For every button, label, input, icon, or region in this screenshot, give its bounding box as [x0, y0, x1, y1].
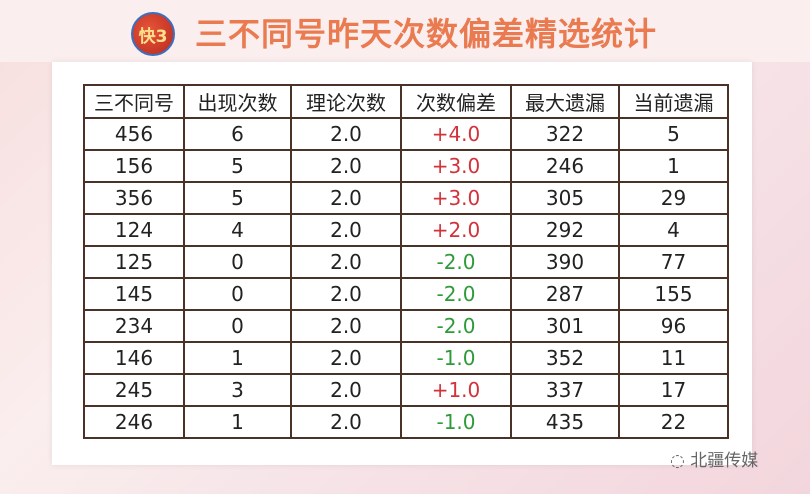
watermark: ◌ 北疆传媒 [670, 446, 758, 471]
table-cell: +4.0 [400, 117, 512, 151]
table-cell: 29 [618, 181, 729, 215]
table-row: 245 3 2.0 +1.0 337 17 [83, 373, 729, 407]
page-title: 三不同号昨天次数偏差精选统计 [195, 15, 658, 53]
table-row: 246 1 2.0 -1.0 435 22 [83, 405, 729, 439]
table-cell: -2.0 [400, 277, 512, 311]
table-cell: 2.0 [290, 213, 402, 247]
column-header: 理论次数 [290, 84, 402, 119]
table-cell: 5 [183, 181, 292, 215]
table-cell: 305 [510, 181, 620, 215]
table-cell: 287 [510, 277, 620, 311]
table-cell: 2.0 [290, 245, 402, 279]
table-cell: 356 [83, 181, 185, 215]
table-cell: 146 [83, 341, 185, 375]
column-header: 次数偏差 [400, 84, 512, 119]
table-cell: 246 [510, 149, 620, 183]
stats-table: 三不同号 出现次数 理论次数 次数偏差 最大遗漏 当前遗漏 456 6 2.0 +4.0 322 5… [83, 84, 729, 439]
table-cell: 1 [183, 405, 292, 439]
table-cell: 352 [510, 341, 620, 375]
table-row: 124 4 2.0 +2.0 292 4 [83, 213, 729, 247]
table-cell: -2.0 [400, 245, 512, 279]
table-cell: 4 [618, 213, 729, 247]
table-cell: +3.0 [400, 149, 512, 183]
table-cell: 1 [183, 341, 292, 375]
table-cell: 2.0 [290, 117, 402, 151]
column-header: 三不同号 [83, 84, 185, 119]
table-cell: 125 [83, 245, 185, 279]
table-cell: 337 [510, 373, 620, 407]
table-row: 356 5 2.0 +3.0 305 29 [83, 181, 729, 215]
table-cell: 322 [510, 117, 620, 151]
table-cell: -2.0 [400, 309, 512, 343]
table-cell: 6 [183, 117, 292, 151]
table-row: 456 6 2.0 +4.0 322 5 [83, 117, 729, 151]
table-cell: 246 [83, 405, 185, 439]
logo-icon: 快3 [131, 12, 175, 56]
header-row: 三不同号 出现次数 理论次数 次数偏差 最大遗漏 当前遗漏 [83, 84, 729, 119]
table-cell: 234 [83, 309, 185, 343]
table-cell: -1.0 [400, 341, 512, 375]
wechat-icon: ◌ [670, 451, 691, 471]
table-cell: 292 [510, 213, 620, 247]
table-cell: 124 [83, 213, 185, 247]
table-cell: 1 [618, 149, 729, 183]
table-cell: 2.0 [290, 309, 402, 343]
table-cell: 390 [510, 245, 620, 279]
table-cell: +3.0 [400, 181, 512, 215]
table-cell: 2.0 [290, 373, 402, 407]
table-cell: +2.0 [400, 213, 512, 247]
table-cell: 5 [618, 117, 729, 151]
table-cell: 435 [510, 405, 620, 439]
table-cell: 456 [83, 117, 185, 151]
table-cell: -1.0 [400, 405, 512, 439]
table-row: 156 5 2.0 +3.0 246 1 [83, 149, 729, 183]
table-cell: 11 [618, 341, 729, 375]
table-cell: +1.0 [400, 373, 512, 407]
table-cell: 0 [183, 245, 292, 279]
table-cell: 0 [183, 277, 292, 311]
table-cell: 4 [183, 213, 292, 247]
table-cell: 155 [618, 277, 729, 311]
column-header: 出现次数 [183, 84, 292, 119]
table-cell: 156 [83, 149, 185, 183]
table-row: 234 0 2.0 -2.0 301 96 [83, 309, 729, 343]
table-cell: 2.0 [290, 341, 402, 375]
table-cell: 2.0 [290, 181, 402, 215]
table-cell: 96 [618, 309, 729, 343]
watermark-text: 北疆传媒 [690, 451, 759, 471]
table-cell: 0 [183, 309, 292, 343]
table-cell: 17 [618, 373, 729, 407]
table-cell: 5 [183, 149, 292, 183]
column-header: 最大遗漏 [510, 84, 620, 119]
table-row: 125 0 2.0 -2.0 390 77 [83, 245, 729, 279]
table-cell: 2.0 [290, 405, 402, 439]
table-row: 146 1 2.0 -1.0 352 11 [83, 341, 729, 375]
table-cell: 2.0 [290, 277, 402, 311]
table-cell: 145 [83, 277, 185, 311]
table-cell: 3 [183, 373, 292, 407]
column-header: 当前遗漏 [618, 84, 729, 119]
logo-text: 快3 [138, 26, 168, 47]
table-cell: 77 [618, 245, 729, 279]
table-cell: 22 [618, 405, 729, 439]
table-cell: 301 [510, 309, 620, 343]
table-cell: 245 [83, 373, 185, 407]
table-row: 145 0 2.0 -2.0 287 155 [83, 277, 729, 311]
table-cell: 2.0 [290, 149, 402, 183]
